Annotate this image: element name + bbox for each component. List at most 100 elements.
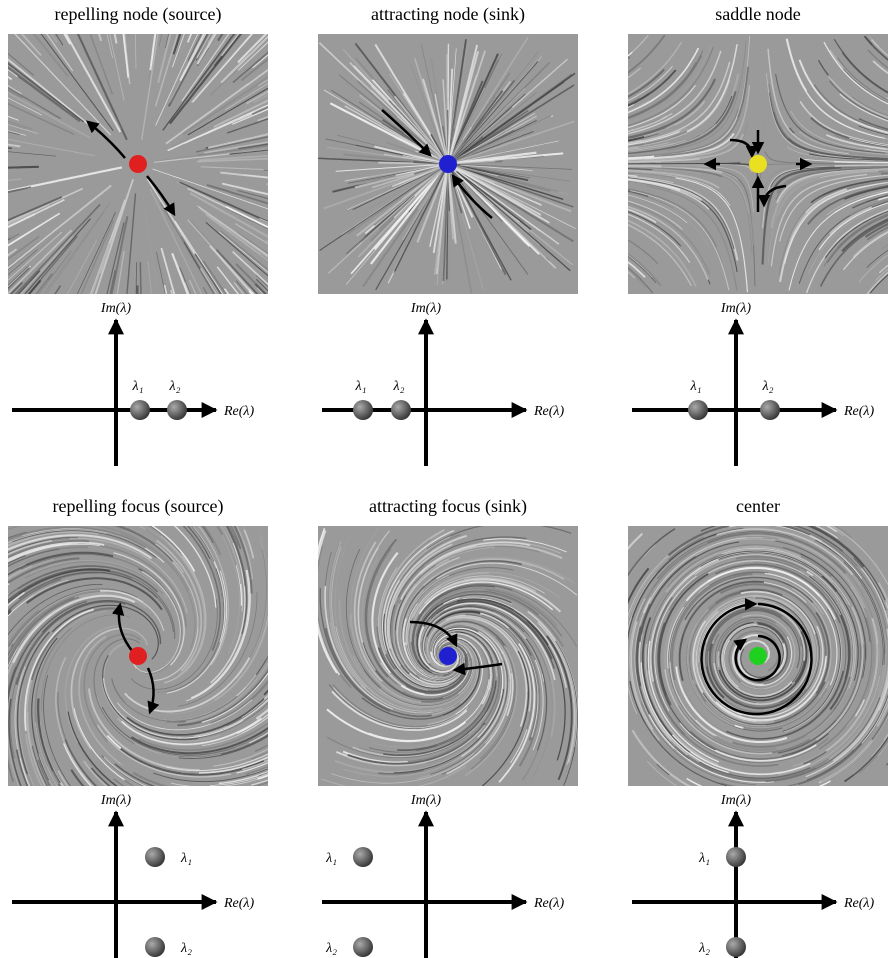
streak [675, 177, 749, 293]
streak [715, 528, 854, 576]
streak [171, 252, 189, 294]
streak [199, 207, 268, 258]
streak [219, 526, 242, 585]
streak [8, 92, 91, 139]
streak [213, 99, 268, 128]
streak [120, 747, 265, 776]
streak [187, 526, 211, 559]
streak [241, 526, 255, 559]
streak [808, 153, 888, 161]
streak [8, 529, 107, 544]
streak [8, 558, 55, 581]
streak [232, 108, 268, 125]
streak [698, 600, 803, 663]
streak [200, 166, 268, 171]
streak [636, 555, 696, 687]
streak [628, 219, 697, 287]
streak [446, 632, 493, 738]
streak [26, 293, 29, 294]
streak [362, 161, 450, 287]
streak [793, 132, 888, 158]
streak [138, 722, 268, 751]
streak [349, 628, 459, 705]
streak [8, 551, 114, 576]
streak [396, 556, 460, 675]
eigenvalue-label: λ₂ [169, 379, 181, 394]
streak [202, 526, 222, 556]
streak [819, 220, 888, 287]
streak [784, 181, 888, 264]
streak [665, 545, 802, 593]
streak [353, 541, 383, 683]
streak [154, 34, 179, 107]
streak [634, 610, 675, 750]
streak [823, 213, 888, 267]
streak [35, 273, 53, 294]
streak [737, 639, 787, 681]
streak [8, 540, 53, 555]
streak [160, 202, 215, 294]
streak [112, 557, 182, 669]
streak [261, 680, 268, 689]
streak [628, 78, 716, 139]
streak [708, 643, 809, 710]
streak [8, 568, 76, 602]
streak [69, 537, 188, 614]
streak [40, 34, 114, 132]
streak [120, 532, 196, 650]
streak [397, 536, 527, 598]
streak [328, 684, 463, 730]
streak [818, 617, 873, 750]
streak [9, 281, 23, 294]
flow-image [628, 34, 888, 294]
streak [357, 670, 478, 714]
streak [829, 200, 888, 235]
streak [167, 542, 206, 676]
streak [202, 286, 208, 294]
streak [386, 534, 468, 649]
streak [721, 547, 851, 606]
streak [736, 625, 824, 718]
streak [90, 199, 126, 294]
streak [807, 184, 888, 225]
streak [191, 526, 226, 643]
streak [70, 627, 122, 750]
re-axis-label: Re(λ) [223, 896, 254, 911]
streak [446, 162, 557, 269]
streak [20, 34, 42, 57]
streak [235, 263, 268, 294]
streak [182, 76, 268, 135]
streak [78, 635, 122, 765]
streak [628, 169, 720, 189]
streak [8, 58, 96, 130]
streak [233, 526, 253, 594]
streak [180, 236, 217, 294]
streak [832, 628, 888, 762]
streak [718, 620, 790, 683]
streak [190, 34, 236, 94]
streak [8, 184, 112, 270]
flow-arrow [86, 120, 126, 159]
streak [866, 271, 888, 294]
streak [27, 549, 168, 589]
streak [256, 286, 265, 294]
streak [8, 573, 99, 611]
streak [436, 600, 555, 669]
streak [669, 571, 768, 663]
streak [674, 745, 816, 782]
streak [67, 711, 118, 786]
streak [628, 177, 735, 250]
eigenvalue-dot [760, 400, 780, 420]
streak [77, 543, 187, 628]
streak [236, 526, 245, 542]
streak [8, 609, 40, 647]
streak [254, 283, 267, 294]
streak [724, 633, 820, 714]
streak [798, 130, 888, 156]
streak [729, 625, 785, 678]
streak [456, 171, 571, 272]
streak [412, 575, 545, 618]
streak [191, 526, 215, 562]
streak [650, 535, 779, 598]
fixed-point [749, 155, 767, 173]
